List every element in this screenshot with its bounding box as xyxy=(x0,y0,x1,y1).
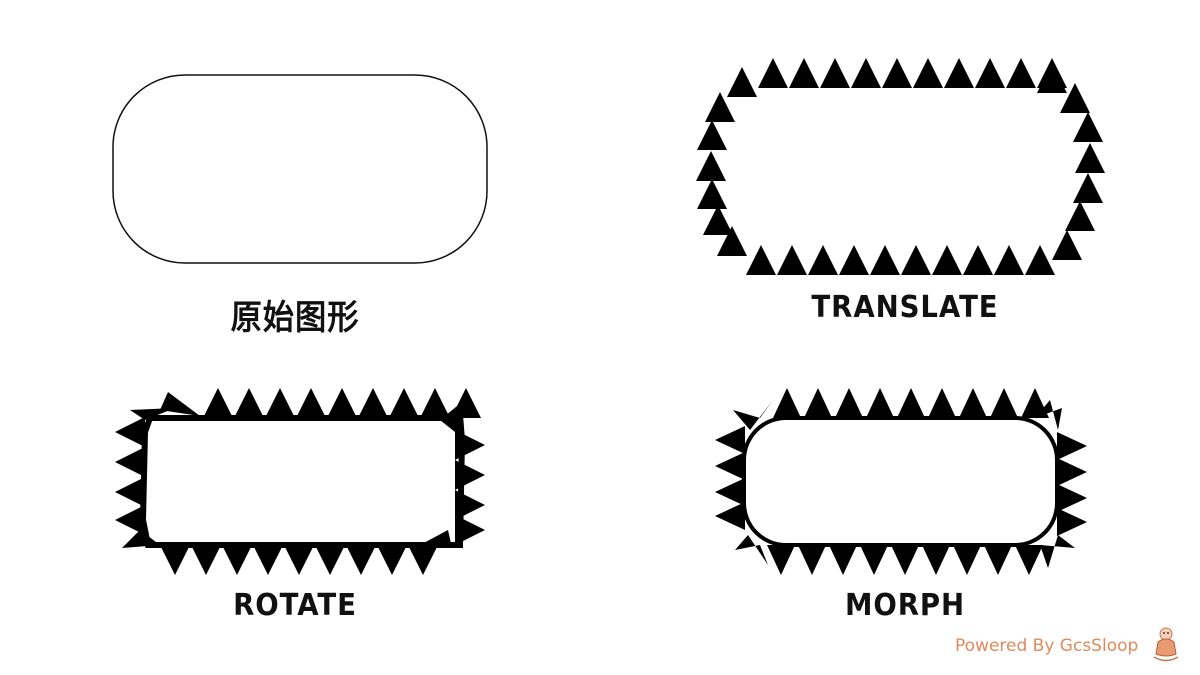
stamp-triangle xyxy=(820,58,850,88)
stamp-triangle xyxy=(1006,58,1036,88)
stamp-triangle xyxy=(1057,484,1087,512)
stamp-triangle xyxy=(408,545,438,575)
stamp-triangle xyxy=(420,388,450,418)
stamp-triangle xyxy=(703,205,733,235)
stamp-triangle xyxy=(1025,245,1055,275)
stamp-triangle xyxy=(1073,112,1103,142)
stamp-triangle xyxy=(835,388,863,418)
stamp-triangle xyxy=(733,400,773,430)
rotate-shape xyxy=(115,388,485,575)
powered-by-text: Powered By GcsSloop xyxy=(955,636,1139,656)
stamp-triangle xyxy=(222,545,252,575)
stamp-triangle xyxy=(715,478,745,506)
stamp-triangle xyxy=(922,545,950,575)
stamp-triangle xyxy=(715,452,745,480)
stamp-triangle xyxy=(715,426,745,454)
stamp-triangle xyxy=(377,545,407,575)
stamp-triangle xyxy=(851,58,881,88)
stamp-triangle xyxy=(727,67,757,97)
morph-outline xyxy=(742,416,1059,547)
stamp-triangle xyxy=(839,245,869,275)
stamp-triangle xyxy=(789,58,819,88)
stamp-triangle xyxy=(315,545,345,575)
stamp-triangle xyxy=(928,388,956,418)
stamp-triangle xyxy=(284,545,314,575)
stamp-triangle xyxy=(1075,143,1105,173)
stamp-triangle xyxy=(901,245,931,275)
stamp-triangle xyxy=(160,545,190,575)
stamp-triangle xyxy=(1057,458,1087,486)
stamp-triangle xyxy=(253,545,283,575)
stamp-triangle xyxy=(327,388,357,418)
stamp-triangle xyxy=(130,408,175,420)
stamp-triangle xyxy=(944,58,974,88)
stamp-triangle xyxy=(696,151,726,181)
stamp-triangle xyxy=(358,388,388,418)
stamp-triangle xyxy=(882,58,912,88)
stamp-triangle xyxy=(798,545,826,575)
morph-shape xyxy=(715,388,1087,575)
stamp-triangle xyxy=(963,245,993,275)
stamp-triangle xyxy=(115,417,145,447)
translate-shape xyxy=(696,58,1105,275)
stamp-triangle xyxy=(697,179,727,209)
stamp-triangle xyxy=(265,388,295,418)
rotate-outline xyxy=(139,415,466,548)
stamp-triangle xyxy=(932,245,962,275)
stamp-triangle xyxy=(891,545,919,575)
stamp-triangle xyxy=(767,545,795,575)
stamp-triangle xyxy=(191,545,221,575)
stamp-triangle xyxy=(389,388,419,418)
stamp-triangle xyxy=(758,58,788,88)
stamp-triangle xyxy=(203,388,233,418)
stamp-triangle xyxy=(1035,400,1062,430)
stamp-triangle xyxy=(975,58,1005,88)
stamp-triangle xyxy=(953,545,981,575)
stamp-triangle xyxy=(994,245,1024,275)
stamp-triangle xyxy=(234,388,264,418)
stamp-triangle xyxy=(115,477,145,507)
stamp-triangle xyxy=(860,545,888,575)
stamp-triangle xyxy=(913,58,943,88)
stamp-triangle xyxy=(808,245,838,275)
stamp-triangle xyxy=(1073,173,1103,203)
stamp-triangle xyxy=(717,226,747,256)
stamp-triangle xyxy=(1065,201,1095,231)
stamp-triangle xyxy=(746,245,776,275)
stamp-triangle xyxy=(897,388,925,418)
stamp-triangle xyxy=(115,447,145,477)
stamp-triangle xyxy=(870,245,900,275)
stamp-triangle xyxy=(735,535,768,565)
stamp-triangle xyxy=(829,545,857,575)
stamp-triangle xyxy=(959,388,987,418)
stamp-triangle xyxy=(866,388,894,418)
stamp-triangle xyxy=(773,388,801,418)
stamp-triangle xyxy=(1057,432,1087,460)
stamp-triangle xyxy=(115,505,145,535)
stamp-triangle xyxy=(984,545,1012,575)
stamp-triangle xyxy=(705,92,735,122)
stamp-triangle xyxy=(1040,535,1075,568)
caption-original: 原始图形 xyxy=(230,298,360,338)
stamp-triangle xyxy=(1052,230,1082,260)
mascot-logo-icon xyxy=(1153,627,1179,662)
original-rounded-rect xyxy=(112,74,488,264)
stamp-triangle xyxy=(160,392,200,416)
caption-translate: TRANSLATE xyxy=(811,290,999,325)
stamp-triangle xyxy=(697,120,727,150)
stamp-triangle xyxy=(296,388,326,418)
stamp-triangle xyxy=(990,388,1018,418)
stamp-triangle xyxy=(1037,63,1067,93)
caption-rotate: ROTATE xyxy=(233,588,357,623)
stamp-triangle xyxy=(346,545,376,575)
stamp-triangle xyxy=(1015,545,1043,575)
stamp-triangle xyxy=(777,245,807,275)
caption-morph: MORPH xyxy=(844,588,966,623)
stamp-triangle xyxy=(1060,83,1090,113)
stamp-triangle xyxy=(715,502,745,530)
stamp-triangle xyxy=(804,388,832,418)
stamp-triangle xyxy=(1057,508,1087,536)
